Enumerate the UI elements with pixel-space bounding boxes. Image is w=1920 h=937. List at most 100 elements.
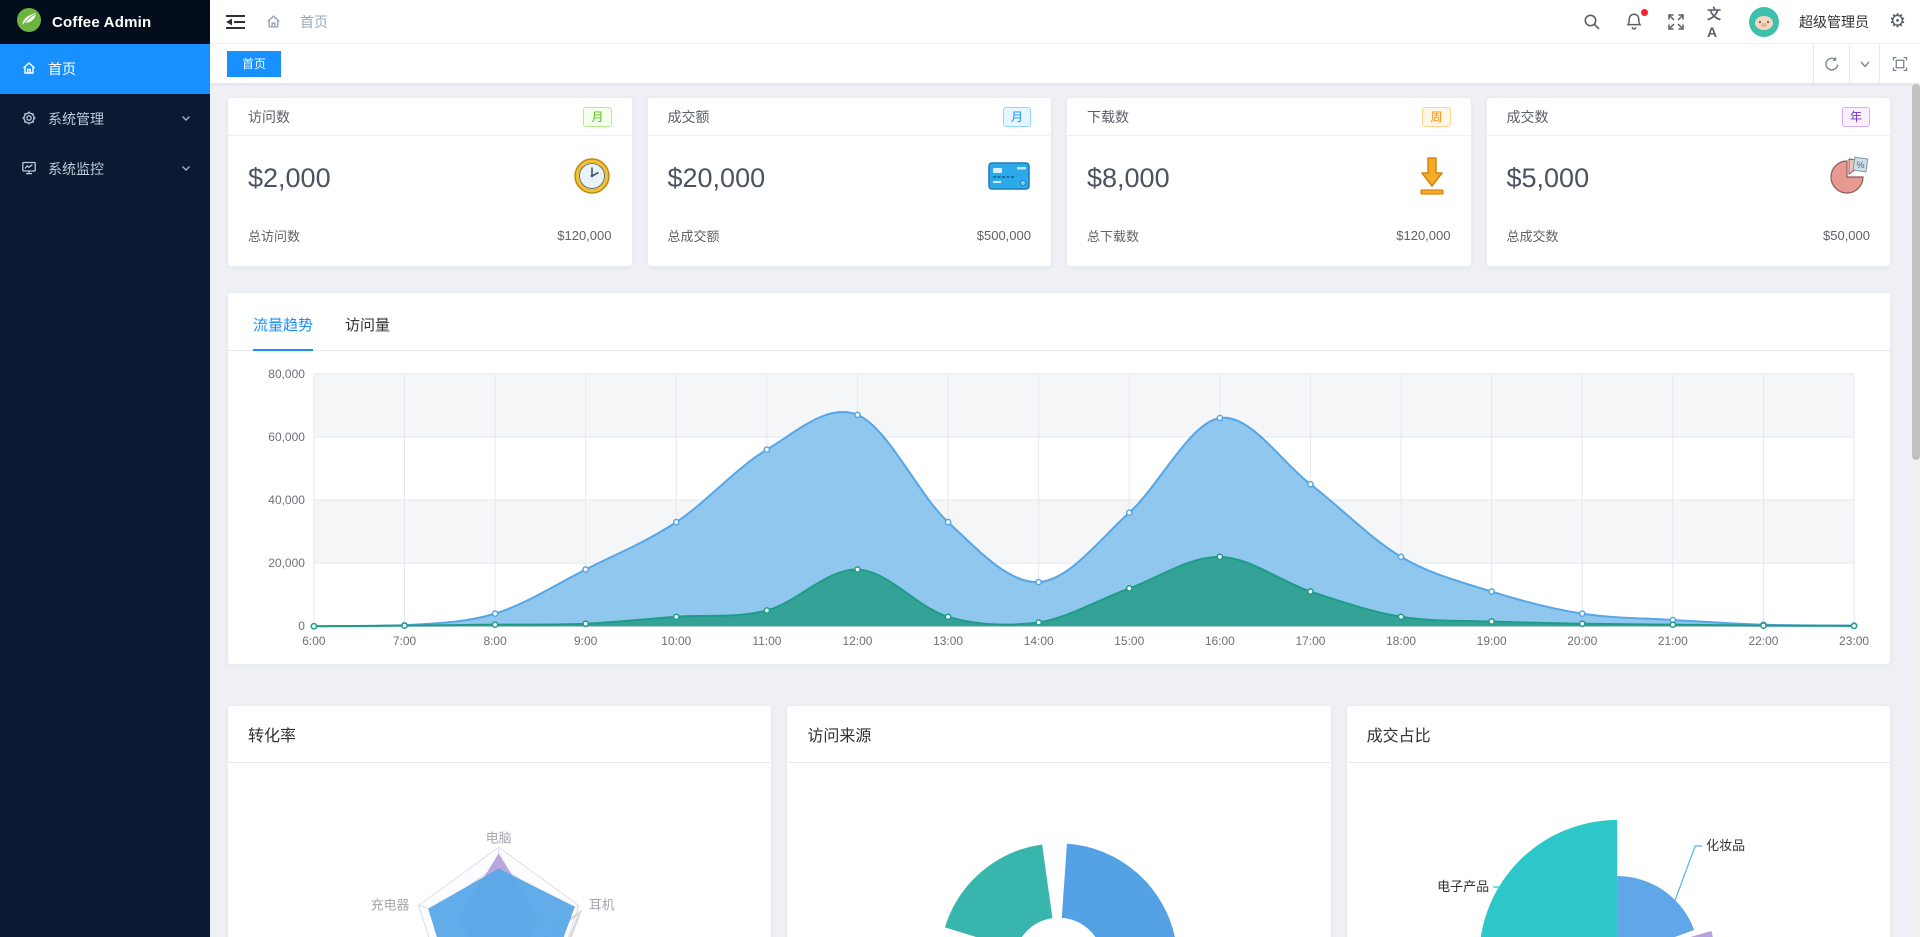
rose-pie-chart: 化妆品 电子产品 — [1347, 763, 1890, 937]
stat-cards-row: 访问数 月 $2,000 — [227, 97, 1891, 267]
navbar-right: 文A 超级管理员 ⚙ — [1581, 5, 1920, 40]
notification-badge — [1640, 8, 1648, 16]
radar-axis-label: 充电器 — [371, 898, 410, 913]
download-icon — [1413, 155, 1451, 202]
svg-text:8:00: 8:00 — [483, 634, 507, 648]
stat-value: $8,000 — [1087, 162, 1170, 193]
stat-card-header: 成交额 月 — [647, 98, 1051, 136]
period-badge[interactable]: 月 — [1002, 106, 1031, 127]
svg-text:16:00: 16:00 — [1205, 634, 1235, 648]
svg-text:21:00: 21:00 — [1658, 634, 1688, 648]
chevron-down-icon — [180, 111, 192, 127]
svg-text:18:00: 18:00 — [1386, 634, 1416, 648]
search-icon[interactable] — [1581, 11, 1603, 33]
radar-axis-label: 耳机 — [589, 898, 615, 913]
sidebar: Coffee Admin 首页 系统管理 — [0, 0, 210, 937]
donut-chart — [787, 763, 1330, 937]
avatar-snout — [1760, 22, 1767, 27]
svg-text:17:00: 17:00 — [1295, 634, 1325, 648]
stat-card-title: 成交数 — [1506, 108, 1549, 125]
svg-text:15:00: 15:00 — [1114, 634, 1144, 648]
sidebar-item-label: 系统监控 — [48, 161, 104, 177]
stat-card-title: 成交额 — [667, 108, 710, 125]
stat-card-title: 访问数 — [248, 108, 290, 125]
stat-footer-value: $120,000 — [1396, 228, 1451, 243]
gear-icon — [21, 110, 37, 129]
area-chart: 0 20,000 40,000 60,000 80,000 6:00 7:00 8:00 9:0… — [268, 367, 1869, 648]
credit-card-icon — [987, 159, 1031, 198]
sidebar-item-home[interactable]: 首页 — [0, 44, 210, 94]
refresh-icon[interactable] — [1813, 44, 1849, 83]
chevron-down-icon[interactable] — [1849, 44, 1879, 83]
stat-footer-label: 总成交数 — [1506, 229, 1559, 244]
sidebar-menu: 首页 系统管理 — [0, 44, 210, 194]
svg-text:19:00: 19:00 — [1477, 634, 1507, 648]
svg-text:%: % — [1856, 160, 1864, 170]
scrollbar-thumb[interactable] — [1912, 84, 1920, 460]
bell-icon[interactable] — [1623, 8, 1648, 33]
stat-value: $5,000 — [1506, 162, 1590, 193]
avatar-eye — [1766, 20, 1770, 23]
route-tab-home[interactable]: 首页 — [227, 50, 282, 77]
period-badge[interactable]: 月 — [583, 106, 612, 127]
stat-card-header: 访问数 月 — [228, 98, 632, 136]
card-header: 转化率 — [228, 706, 772, 763]
stat-card-footer: 总成交数 $50,000 — [1487, 220, 1891, 245]
pie-label: 化妆品 — [1706, 838, 1745, 853]
period-badge[interactable]: 周 — [1422, 106, 1451, 127]
period-badge[interactable]: 年 — [1841, 106, 1870, 127]
svg-text:40,000: 40,000 — [268, 493, 305, 507]
breadcrumb-home-icon[interactable] — [262, 11, 284, 33]
card-header: 成交占比 — [1346, 706, 1890, 763]
tab-traffic-trend[interactable]: 流量趋势 — [253, 314, 314, 351]
pie-label: 电子产品 — [1437, 879, 1489, 894]
stat-card-deals: 成交数 年 $5,000 % 总成交数 — [1485, 97, 1891, 267]
card-title: 成交占比 — [1366, 728, 1431, 745]
stat-card-visits: 访问数 月 $2,000 — [227, 97, 633, 267]
avatar[interactable] — [1748, 6, 1779, 37]
fullscreen-icon[interactable] — [1665, 11, 1687, 33]
stat-card-downloads: 下载数 周 $8,000 总下载数 $120,000 — [1066, 97, 1472, 267]
user-name[interactable]: 超级管理员 — [1798, 13, 1869, 30]
chevron-down-icon — [180, 161, 192, 177]
sidebar-item-label: 系统管理 — [48, 111, 104, 127]
svg-text:60,000: 60,000 — [268, 430, 305, 444]
svg-text:7:00: 7:00 — [393, 634, 417, 648]
sidebar-item-system-management[interactable]: 系统管理 — [0, 94, 210, 144]
svg-text:14:00: 14:00 — [1024, 634, 1054, 648]
tab-controls — [1813, 44, 1920, 83]
stat-footer-value: $500,000 — [976, 228, 1031, 243]
svg-text:11:00: 11:00 — [752, 634, 781, 648]
breadcrumb[interactable]: 首页 — [300, 13, 328, 30]
monitor-icon — [21, 160, 37, 179]
traffic-trend-card: 流量趋势 访问量 0 20,000 40,000 60,000 80,000 6:00 7:… — [227, 292, 1891, 665]
svg-text:12:00: 12:00 — [843, 634, 873, 648]
card-title: 转化率 — [248, 728, 297, 745]
settings-gear-icon[interactable]: ⚙ — [1888, 11, 1906, 32]
navbar: 首页 — [210, 0, 1920, 44]
sidebar-fold-icon[interactable] — [224, 11, 246, 33]
maximize-icon[interactable] — [1879, 44, 1920, 83]
logo[interactable]: Coffee Admin — [0, 0, 210, 44]
sidebar-item-label: 首页 — [48, 61, 76, 77]
trend-card-tabs: 流量趋势 访问量 — [228, 293, 1890, 351]
visit-source-card: 访问来源 — [786, 705, 1332, 937]
stat-card-title: 下载数 — [1087, 108, 1129, 125]
stat-card-header: 下载数 周 — [1067, 98, 1471, 136]
page-scrollbar[interactable] — [1912, 84, 1920, 937]
sidebar-item-system-monitor[interactable]: 系统监控 — [0, 144, 210, 194]
svg-text:80,000: 80,000 — [268, 367, 305, 381]
svg-text:10:00: 10:00 — [661, 634, 691, 648]
navbar-left: 首页 — [210, 11, 328, 33]
tags-view-bar: 首页 — [210, 44, 1920, 84]
home-icon — [21, 60, 37, 79]
translate-icon[interactable]: 文A — [1706, 5, 1721, 40]
stat-card-body: $5,000 % — [1487, 136, 1891, 220]
stat-footer-label: 总成交额 — [667, 229, 720, 244]
tab-visit-volume[interactable]: 访问量 — [345, 317, 391, 334]
radar-chart: 电脑 耳机 充电器 — [228, 763, 771, 937]
spring-leaf-logo-icon — [16, 7, 42, 38]
pie-percent-icon: % — [1828, 156, 1870, 201]
card-header: 访问来源 — [787, 706, 1331, 763]
